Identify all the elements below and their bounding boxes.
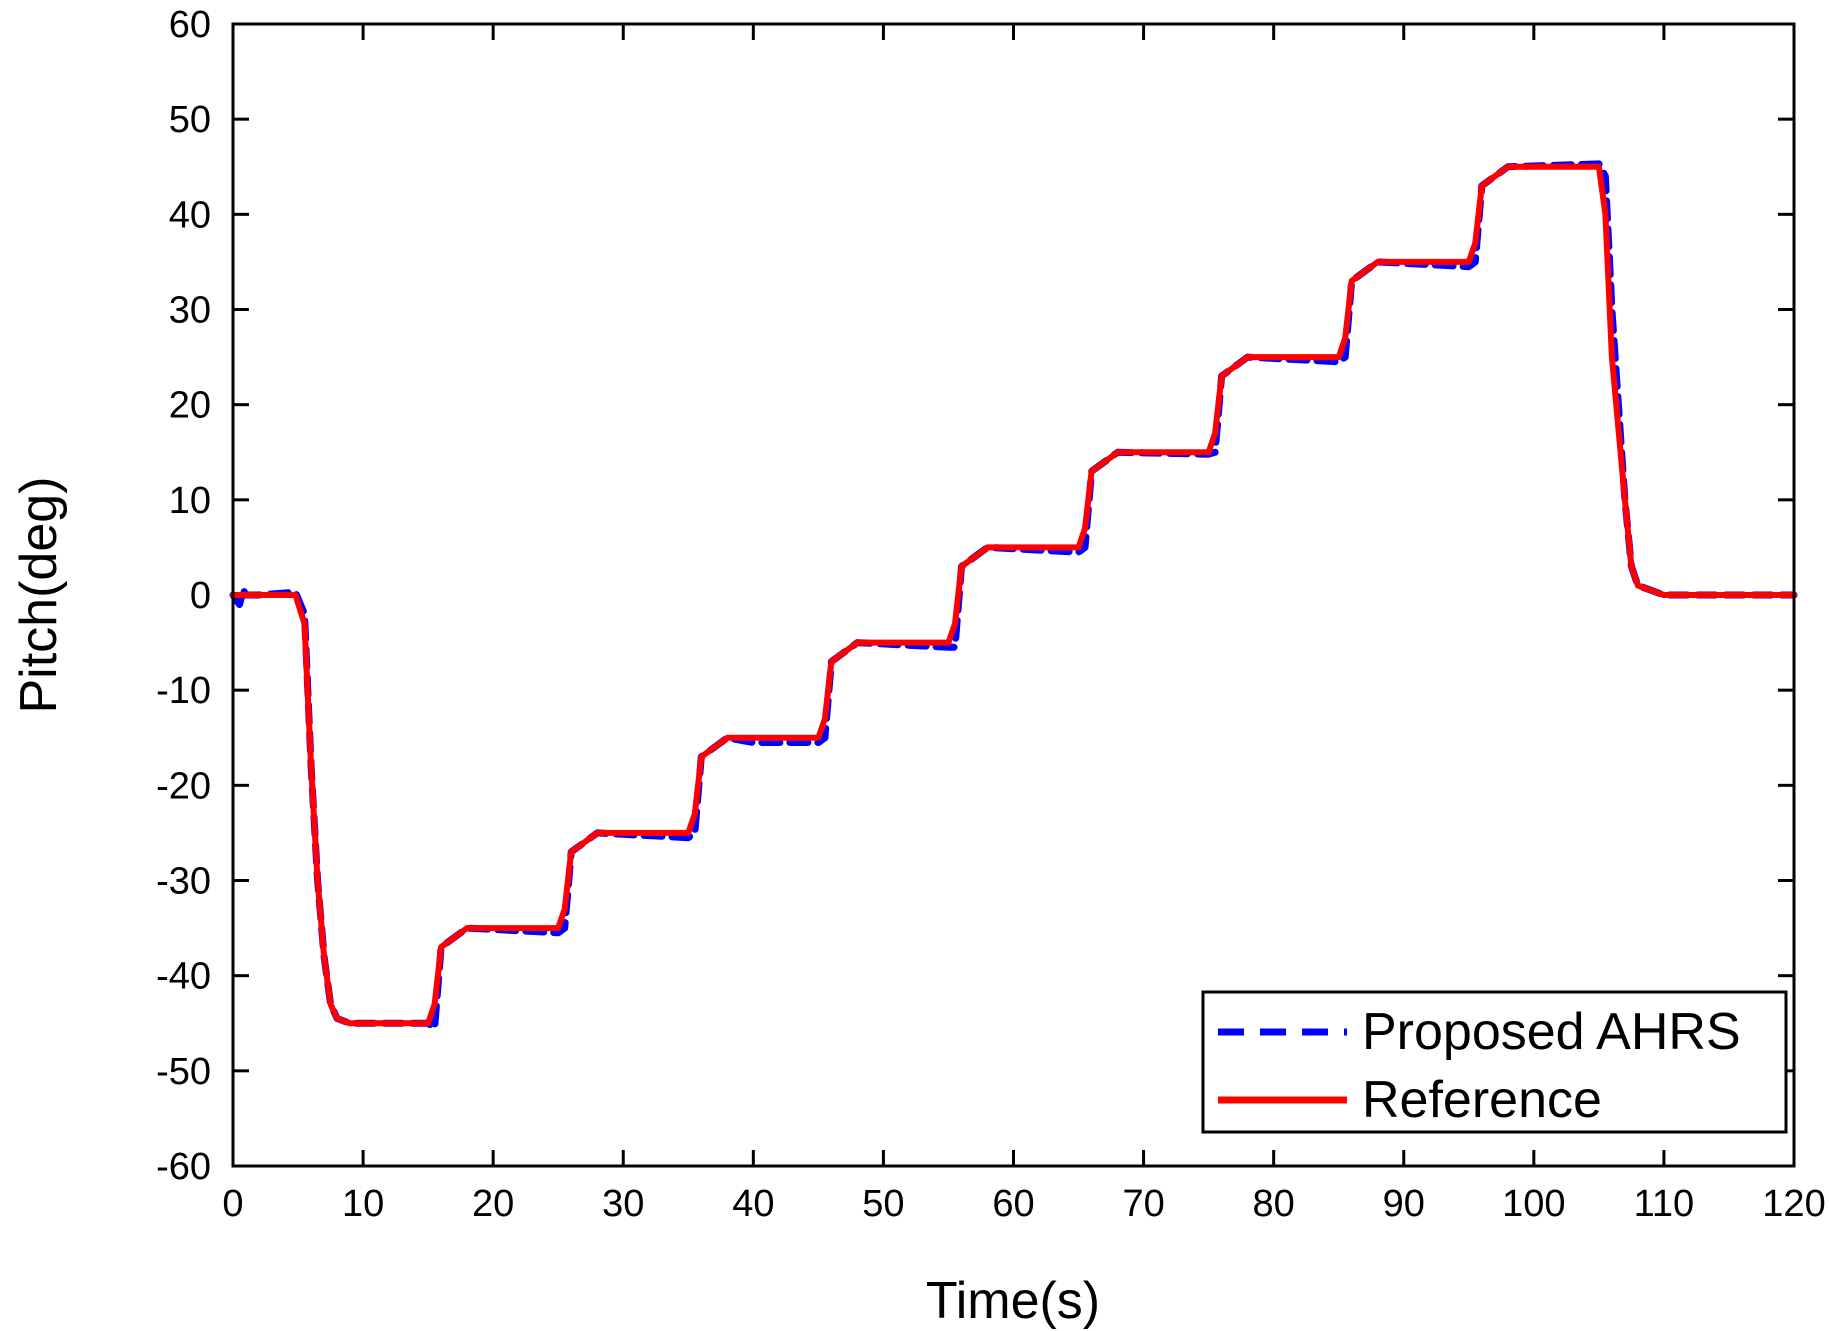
y-tick-label: 50 bbox=[169, 99, 211, 141]
x-tick-label: 0 bbox=[222, 1183, 243, 1225]
y-tick-label: 60 bbox=[169, 4, 211, 46]
y-tick-label: 10 bbox=[169, 480, 211, 522]
y-tick-label: 0 bbox=[190, 575, 211, 617]
x-tick-label: 40 bbox=[732, 1183, 774, 1225]
y-tick-label: 40 bbox=[169, 194, 211, 236]
x-tick-label: 50 bbox=[862, 1183, 904, 1225]
y-tick-label: -40 bbox=[156, 956, 211, 998]
y-tick-label: -20 bbox=[156, 765, 211, 807]
series-layer bbox=[229, 160, 1798, 1032]
x-tick-label: 100 bbox=[1502, 1183, 1565, 1225]
legend-box bbox=[1201, 990, 1788, 1134]
plot-frame bbox=[231, 22, 1796, 1168]
legend-label-reference: Reference bbox=[1362, 1071, 1602, 1129]
x-tick-label: 70 bbox=[1122, 1183, 1164, 1225]
x-tick-label: 110 bbox=[1634, 1183, 1695, 1225]
y-axis-title: Pitch(deg) bbox=[10, 477, 68, 714]
x-tick-label: 10 bbox=[342, 1183, 384, 1225]
y-tick-label: -30 bbox=[156, 861, 211, 903]
y-tick-label: -60 bbox=[156, 1146, 211, 1188]
x-tick-label: 120 bbox=[1762, 1183, 1825, 1225]
x-tick-label: 80 bbox=[1253, 1183, 1295, 1225]
tick-labels: 0 10 20 30 40 50 60 70 80 90 100 110 120605040302010… bbox=[156, 4, 1826, 1225]
x-tick-label: 60 bbox=[992, 1183, 1034, 1225]
y-tick-label: 30 bbox=[169, 290, 211, 332]
series-line-proposed-ahrs bbox=[229, 160, 1798, 1032]
y-tick-label: -50 bbox=[156, 1051, 211, 1093]
series-line-reference bbox=[230, 163, 1797, 1027]
x-tick-label: 90 bbox=[1383, 1183, 1425, 1225]
x-tick-label: 30 bbox=[602, 1183, 644, 1225]
legend: Proposed AHRS Reference bbox=[1201, 990, 1788, 1134]
legend-label-proposed-ahrs: Proposed AHRS bbox=[1362, 1003, 1741, 1061]
x-axis-title: Time(s) bbox=[926, 1272, 1100, 1330]
x-tick-label: 20 bbox=[472, 1183, 514, 1225]
y-tick-label: -10 bbox=[156, 670, 211, 712]
y-tick-label: 20 bbox=[169, 385, 211, 427]
